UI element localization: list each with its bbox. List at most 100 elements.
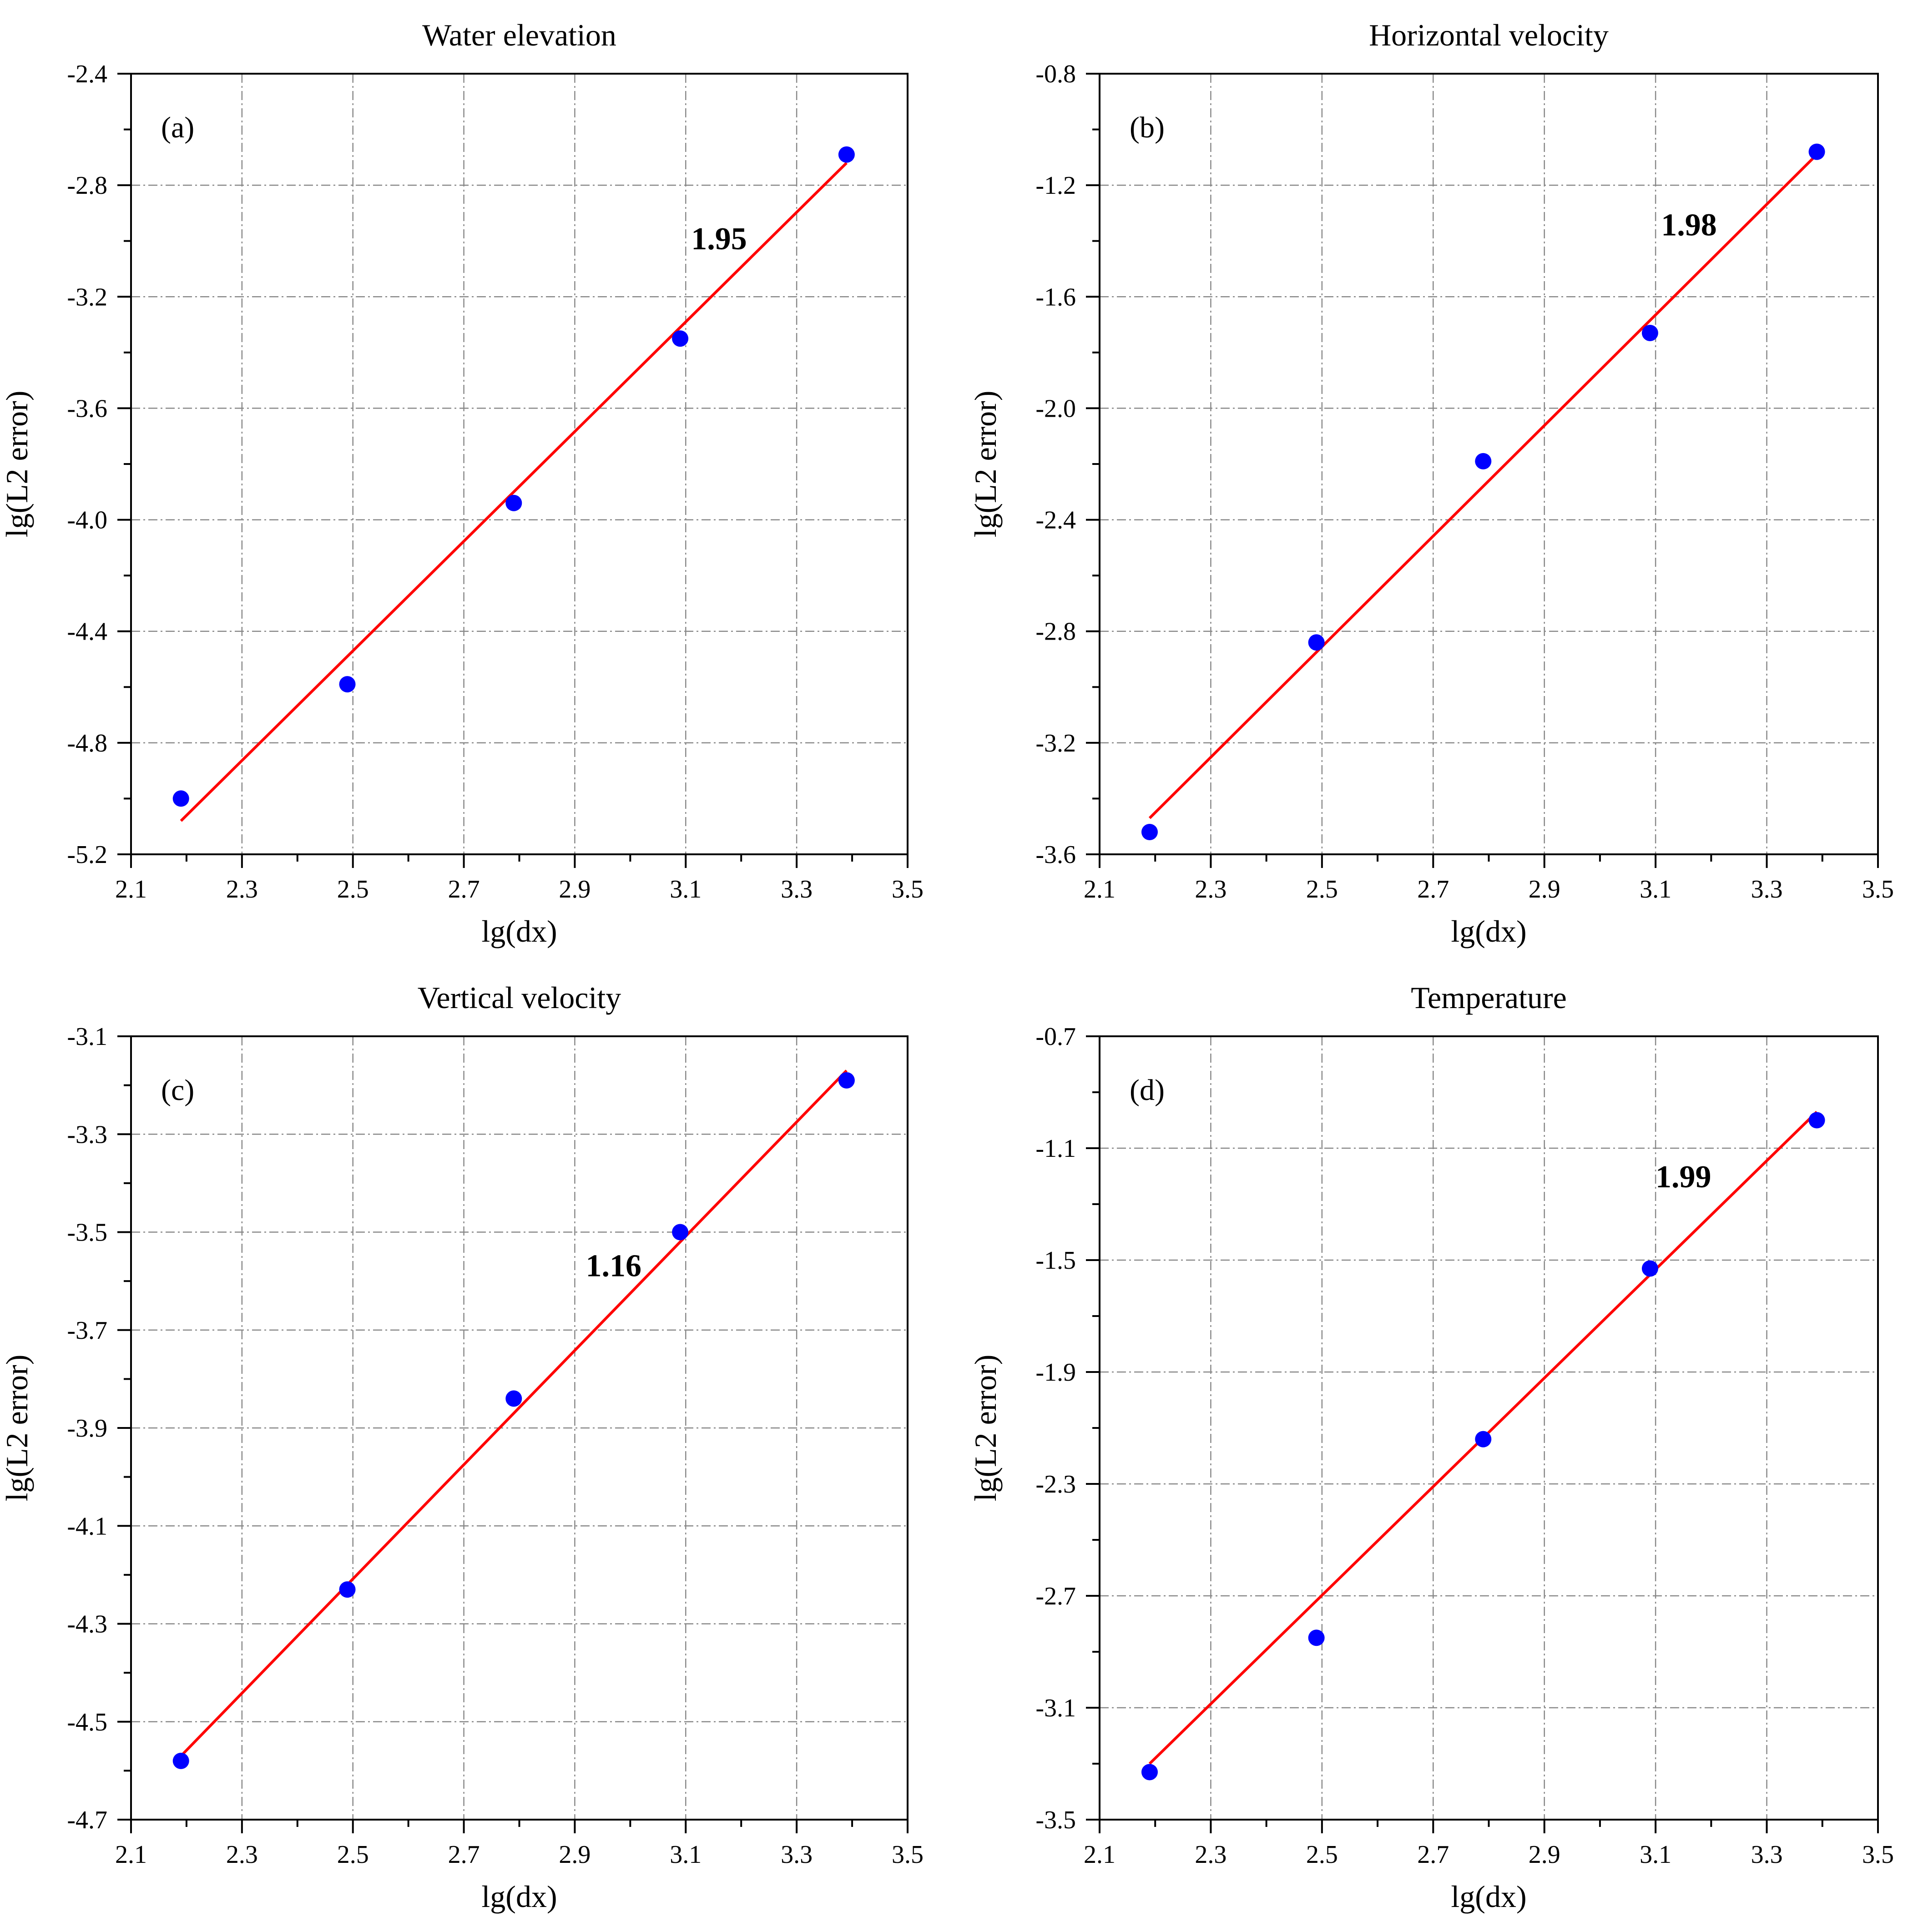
x-tick-label: 2.7 bbox=[1417, 1841, 1449, 1869]
y-tick-label: -3.9 bbox=[67, 1414, 107, 1443]
data-point bbox=[1641, 324, 1658, 341]
y-tick-label: -3.2 bbox=[67, 283, 107, 311]
y-tick-label: -4.8 bbox=[67, 729, 107, 757]
y-tick-label: -2.3 bbox=[1035, 1470, 1076, 1498]
x-tick-label: 2.9 bbox=[559, 875, 591, 903]
y-tick-label: -1.9 bbox=[1035, 1358, 1076, 1387]
data-point bbox=[1308, 1629, 1325, 1646]
x-tick-label: 3.5 bbox=[1862, 875, 1894, 903]
x-tick-label: 2.5 bbox=[1306, 1841, 1338, 1869]
data-point bbox=[838, 146, 855, 163]
x-tick-label: 3.1 bbox=[1640, 875, 1671, 903]
x-tick-label: 3.5 bbox=[1862, 1841, 1894, 1869]
y-tick-label: -2.0 bbox=[1035, 394, 1076, 423]
y-tick-label: -1.1 bbox=[1035, 1135, 1076, 1163]
x-axis-label: lg(dx) bbox=[1451, 914, 1526, 948]
x-tick-label: 2.1 bbox=[115, 875, 147, 903]
x-tick-label: 2.7 bbox=[1417, 875, 1449, 903]
data-point bbox=[1141, 1764, 1158, 1781]
chart-panel: 2.1 2.3 2.5 2.7 2.9 3.1 3.3 3.5 -2.4 -2.8 -3.2 -3.6… bbox=[0, 18, 924, 948]
x-tick-label: 3.3 bbox=[1751, 1841, 1783, 1869]
chart-title: Temperature bbox=[1411, 980, 1567, 1015]
panel-label: (a) bbox=[161, 111, 194, 144]
x-tick-label: 3.1 bbox=[670, 1841, 702, 1869]
x-tick-label: 3.5 bbox=[892, 1841, 924, 1869]
y-axis-label: lg(L2 error) bbox=[0, 391, 34, 538]
slope-label: 1.98 bbox=[1661, 207, 1717, 242]
y-tick-label: -4.5 bbox=[67, 1708, 107, 1736]
slope-label: 1.99 bbox=[1656, 1160, 1711, 1195]
data-point bbox=[505, 494, 522, 511]
y-tick-label: -1.2 bbox=[1035, 172, 1076, 200]
x-tick-label: 2.3 bbox=[226, 875, 258, 903]
data-point bbox=[1475, 1431, 1492, 1448]
y-tick-label: -1.5 bbox=[1035, 1246, 1076, 1275]
y-tick-label: -2.8 bbox=[1035, 618, 1076, 646]
y-tick-label: -1.6 bbox=[1035, 283, 1076, 311]
chart-panel: 2.1 2.3 2.5 2.7 2.9 3.1 3.3 3.5 -0.7 -1.1 -1.5 -1.9… bbox=[968, 980, 1894, 1914]
panel-label: (d) bbox=[1130, 1074, 1165, 1107]
fit-line bbox=[1148, 153, 1818, 819]
x-axis-label: lg(dx) bbox=[1451, 1879, 1526, 1914]
x-tick-label: 3.1 bbox=[670, 875, 702, 903]
y-tick-label: -2.8 bbox=[67, 172, 107, 200]
x-tick-label: 3.3 bbox=[781, 875, 813, 903]
y-tick-label: -3.7 bbox=[67, 1317, 107, 1345]
x-tick-label: 2.9 bbox=[559, 1841, 591, 1869]
x-axis-label: lg(dx) bbox=[481, 1879, 557, 1914]
y-tick-label: -2.7 bbox=[1035, 1582, 1076, 1610]
y-tick-label: -5.2 bbox=[67, 841, 107, 869]
data-point bbox=[339, 1581, 356, 1598]
x-tick-label: 2.7 bbox=[448, 875, 480, 903]
panel-label: (c) bbox=[161, 1074, 194, 1107]
x-tick-label: 2.9 bbox=[1529, 1841, 1560, 1869]
data-point bbox=[672, 330, 689, 347]
chart-panel: 2.1 2.3 2.5 2.7 2.9 3.1 3.3 3.5 -0.8 -1.2 -1.6 -2.0… bbox=[968, 18, 1894, 948]
y-tick-label: -4.7 bbox=[67, 1806, 107, 1834]
plot-frame bbox=[130, 73, 909, 855]
x-tick-label: 2.7 bbox=[448, 1841, 480, 1869]
chart-title: Water elevation bbox=[422, 18, 616, 52]
y-tick-label: -3.6 bbox=[67, 394, 107, 423]
y-tick-label: -3.5 bbox=[67, 1219, 107, 1247]
x-axis-label: lg(dx) bbox=[481, 914, 557, 948]
y-tick-label: -4.0 bbox=[67, 506, 107, 535]
x-tick-label: 2.5 bbox=[337, 1841, 369, 1869]
data-point bbox=[172, 790, 189, 807]
y-tick-label: -2.4 bbox=[67, 60, 107, 88]
x-tick-label: 2.9 bbox=[1529, 875, 1560, 903]
x-tick-label: 2.1 bbox=[115, 1841, 147, 1869]
y-axis-label: lg(L2 error) bbox=[0, 1355, 34, 1502]
x-tick-label: 2.3 bbox=[1195, 875, 1227, 903]
y-axis-label: lg(L2 error) bbox=[968, 391, 1003, 538]
data-point bbox=[838, 1072, 855, 1089]
x-tick-label: 3.3 bbox=[781, 1841, 813, 1869]
data-point bbox=[1308, 634, 1325, 651]
x-tick-label: 2.3 bbox=[1195, 1841, 1227, 1869]
y-tick-label: -4.4 bbox=[67, 618, 107, 646]
chart-title: Horizontal velocity bbox=[1369, 18, 1609, 52]
y-tick-label: -0.8 bbox=[1035, 60, 1076, 88]
x-tick-label: 2.3 bbox=[226, 1841, 258, 1869]
slope-label: 1.16 bbox=[586, 1248, 642, 1283]
data-point bbox=[1141, 823, 1158, 840]
y-tick-label: -4.3 bbox=[67, 1610, 107, 1639]
y-tick-label: -3.3 bbox=[67, 1120, 107, 1149]
y-tick-label: -0.7 bbox=[1035, 1023, 1076, 1051]
x-tick-label: 2.5 bbox=[1306, 875, 1338, 903]
chart-panel: 2.1 2.3 2.5 2.7 2.9 3.1 3.3 3.5 -3.1 -3.3 -3.5 -3.7… bbox=[0, 980, 924, 1914]
x-tick-label: 3.3 bbox=[1751, 875, 1783, 903]
chart-title: Vertical velocity bbox=[418, 980, 621, 1015]
slope-label: 1.95 bbox=[691, 222, 747, 257]
y-tick-label: -3.2 bbox=[1035, 729, 1076, 757]
y-tick-label: -3.6 bbox=[1035, 841, 1076, 869]
x-tick-label: 2.1 bbox=[1084, 1841, 1115, 1869]
y-tick-label: -3.5 bbox=[1035, 1806, 1076, 1834]
data-point bbox=[1808, 143, 1825, 160]
x-tick-label: 3.5 bbox=[892, 875, 924, 903]
panel-label: (b) bbox=[1130, 111, 1165, 144]
data-point bbox=[172, 1752, 189, 1769]
fit-line bbox=[180, 1069, 848, 1757]
y-tick-label: -4.1 bbox=[67, 1512, 107, 1540]
